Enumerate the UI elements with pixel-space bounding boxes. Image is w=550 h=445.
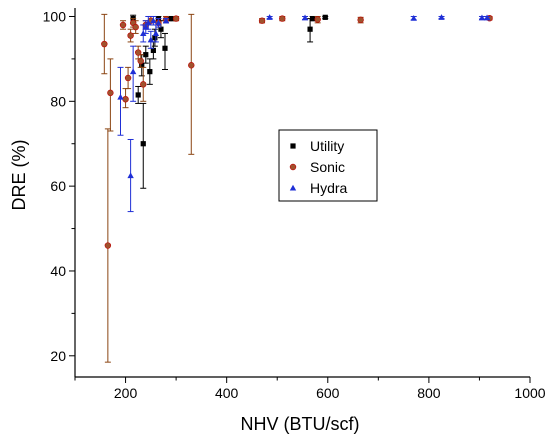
legend: Utility Sonic Hydra	[278, 129, 378, 202]
data-point-sonic	[101, 40, 108, 48]
legend-label-hydra: Hydra	[310, 180, 348, 196]
x-tick-label: 400	[215, 385, 239, 401]
plot-area	[101, 13, 493, 363]
x-axis-title: NHV (BTU/scf)	[241, 414, 360, 434]
data-point-sonic	[140, 81, 147, 88]
y-tick-label: 80	[50, 93, 66, 109]
data-point-hydra	[478, 14, 486, 21]
legend-item-sonic: Sonic	[289, 159, 345, 175]
data-point-sonic	[279, 15, 286, 22]
data-point-hydra	[438, 14, 445, 20]
legend-item-utility: Utility	[290, 138, 344, 154]
data-point-hydra	[162, 17, 170, 24]
data-point-hydra	[147, 36, 155, 43]
data-point-hydra	[140, 30, 147, 37]
data-point-sonic	[127, 32, 134, 39]
data-point-sonic	[134, 49, 142, 56]
legend-item-hydra: Hydra	[289, 180, 348, 196]
data-point-utility	[135, 92, 141, 98]
x-tick-label: 1000	[514, 385, 545, 401]
x-tick-label: 800	[417, 385, 441, 401]
data-point-utility	[322, 14, 328, 20]
data-point-sonic	[124, 74, 132, 82]
data-point-utility	[310, 16, 316, 22]
y-tick-label: 20	[50, 348, 66, 364]
data-point-sonic	[107, 89, 114, 97]
error-bar	[188, 13, 195, 155]
data-point-hydra	[127, 172, 134, 179]
data-point-sonic	[188, 62, 195, 69]
x-tick-label: 200	[114, 385, 138, 401]
data-point-hydra	[410, 14, 417, 21]
data-point-sonic	[122, 95, 129, 103]
series-sonic	[101, 13, 493, 363]
data-point-sonic	[314, 16, 321, 23]
data-point-utility	[140, 141, 146, 147]
x-tick-label: 600	[316, 385, 340, 401]
data-point-utility	[143, 52, 149, 58]
legend-marker-sonic	[289, 163, 297, 171]
legend-marker-utility	[290, 143, 296, 149]
data-point-utility	[150, 47, 156, 54]
data-point-hydra	[152, 30, 160, 37]
y-axis-title: DRE (%)	[9, 140, 29, 211]
data-point-hydra	[301, 14, 309, 21]
data-point-sonic	[119, 21, 127, 29]
data-point-hydra	[155, 19, 162, 26]
error-bar	[117, 66, 124, 136]
data-point-sonic	[137, 57, 144, 65]
legend-marker-hydra	[289, 184, 297, 191]
legend-label-utility: Utility	[310, 138, 344, 154]
y-tick-label: 100	[43, 8, 67, 24]
data-point-hydra	[150, 17, 157, 24]
legend-label-sonic: Sonic	[310, 159, 345, 175]
data-point-hydra	[483, 14, 491, 21]
data-point-sonic	[357, 16, 364, 24]
data-point-utility	[147, 69, 153, 75]
error-bar	[161, 32, 168, 70]
data-point-hydra	[117, 93, 124, 100]
data-point-sonic	[172, 15, 180, 22]
y-tick-label: 60	[50, 178, 66, 194]
data-point-hydra	[266, 14, 273, 20]
data-point-utility	[162, 45, 168, 51]
data-point-sonic	[258, 17, 266, 24]
y-tick-label: 40	[50, 263, 66, 279]
data-point-sonic	[104, 242, 112, 249]
data-point-hydra	[145, 19, 152, 26]
data-point-sonic	[132, 23, 139, 31]
data-point-utility	[158, 26, 164, 32]
axes: 200 400 600 800 1000 20 40 60 80 100	[43, 8, 546, 401]
data-point-utility	[139, 62, 145, 68]
data-point-hydra	[142, 23, 149, 30]
data-point-utility	[307, 26, 313, 32]
series-hydra	[117, 14, 491, 213]
data-point-hydra	[129, 68, 137, 75]
data-point-utility	[152, 35, 158, 41]
